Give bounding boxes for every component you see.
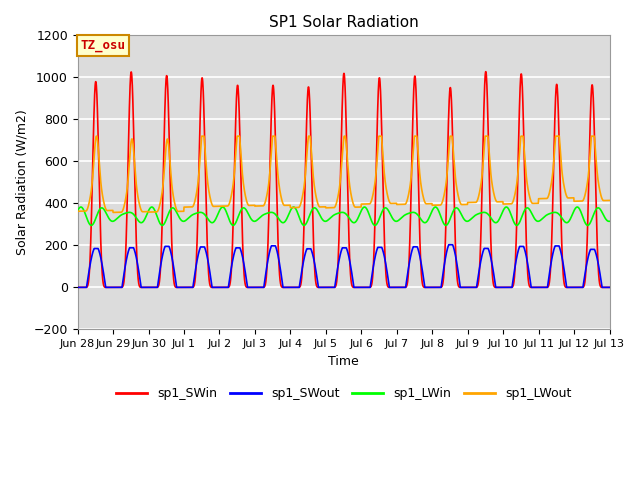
Legend: sp1_SWin, sp1_SWout, sp1_LWin, sp1_LWout: sp1_SWin, sp1_SWout, sp1_LWin, sp1_LWout (111, 383, 576, 406)
Text: TZ_osu: TZ_osu (80, 39, 125, 52)
X-axis label: Time: Time (328, 355, 359, 368)
Y-axis label: Solar Radiation (W/m2): Solar Radiation (W/m2) (15, 109, 28, 255)
Title: SP1 Solar Radiation: SP1 Solar Radiation (269, 15, 419, 30)
